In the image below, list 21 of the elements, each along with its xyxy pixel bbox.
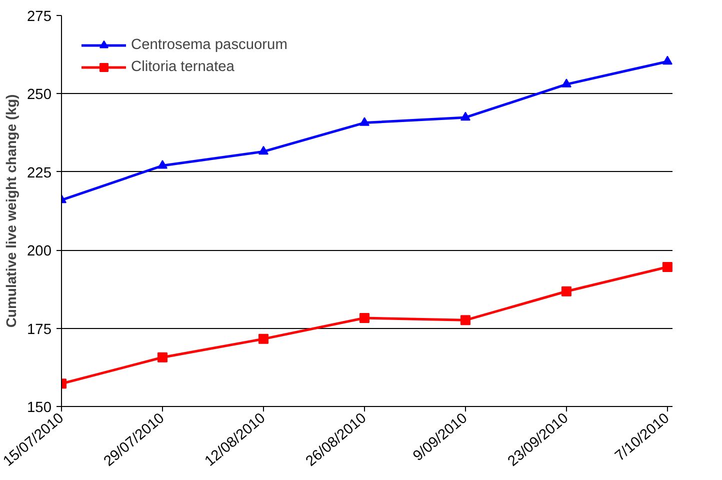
point	[460, 112, 470, 121]
point	[460, 315, 470, 326]
y-tick-label: 250	[27, 87, 52, 104]
point	[662, 262, 672, 272]
point	[157, 352, 168, 362]
y-tick-label: 200	[27, 244, 52, 260]
point	[258, 146, 268, 155]
point	[662, 56, 672, 65]
point	[359, 117, 370, 126]
y-tick-label: 150	[27, 400, 52, 416]
y-tick-label: 225	[27, 165, 52, 182]
legend-label: Clitoria ternatea	[131, 59, 234, 75]
y-tick-label: 275	[27, 9, 52, 25]
point	[561, 78, 572, 88]
point	[258, 334, 268, 344]
point	[561, 286, 572, 296]
y-tick-label: 175	[27, 322, 52, 338]
point	[157, 160, 168, 169]
point	[359, 312, 370, 323]
legend-label: Centrosema pascuorum	[131, 37, 288, 53]
y-axis-title: Cumulative live weight change (kg)	[3, 94, 20, 328]
